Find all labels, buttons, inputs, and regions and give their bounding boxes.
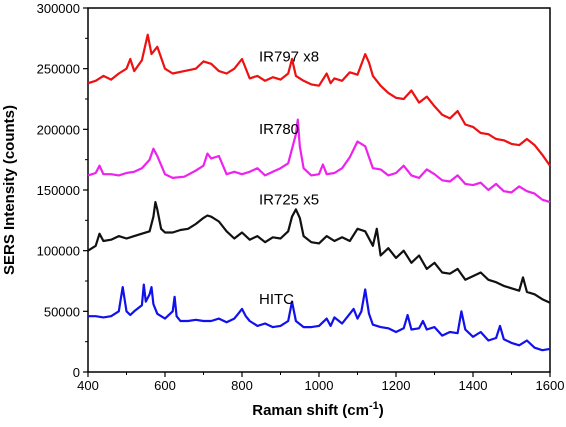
series-line-0 — [87, 33, 551, 167]
series-label: IR725 x5 — [259, 192, 319, 209]
y-tick-label: 150000 — [37, 183, 80, 198]
y-tick-label: 50000 — [44, 304, 80, 319]
series-label: IR780 — [259, 121, 299, 138]
y-tick-label: 300000 — [37, 1, 80, 16]
x-tick-label: 800 — [231, 378, 253, 393]
x-axis-title-sup: -1 — [369, 400, 379, 412]
x-tick-label: 600 — [154, 378, 176, 393]
series-label: HITC — [259, 291, 294, 308]
series-labels: IR797 x8 IR780 IR725 x5 HITC — [259, 48, 319, 308]
y-axis-ticks: 0 50000 100000 150000 200000 250000 300000 — [37, 1, 88, 380]
y-tick-label: 0 — [73, 365, 80, 380]
y-tick-label: 250000 — [37, 62, 80, 77]
x-tick-label: 1400 — [459, 378, 488, 393]
x-axis-ticks: 400 600 800 1000 1200 1400 1600 — [77, 372, 564, 393]
series-line-2 — [87, 201, 551, 304]
y-tick-label: 100000 — [37, 244, 80, 259]
x-tick-label: 1200 — [382, 378, 411, 393]
series-line-3 — [88, 283, 551, 352]
x-axis-title-main: Raman shift (cm — [252, 402, 369, 419]
series-layer — [87, 33, 551, 352]
series-label: IR797 x8 — [259, 48, 319, 65]
series-line-1 — [87, 118, 551, 204]
x-tick-label: 1000 — [305, 378, 334, 393]
x-axis-title: Raman shift (cm-1) — [252, 400, 383, 419]
x-tick-label: 400 — [77, 378, 99, 393]
x-axis-title-end: ) — [379, 402, 384, 419]
y-tick-label: 200000 — [37, 122, 80, 137]
y-axis-title: SERS Intensity (counts) — [1, 105, 18, 275]
x-tick-label: 1600 — [536, 378, 565, 393]
